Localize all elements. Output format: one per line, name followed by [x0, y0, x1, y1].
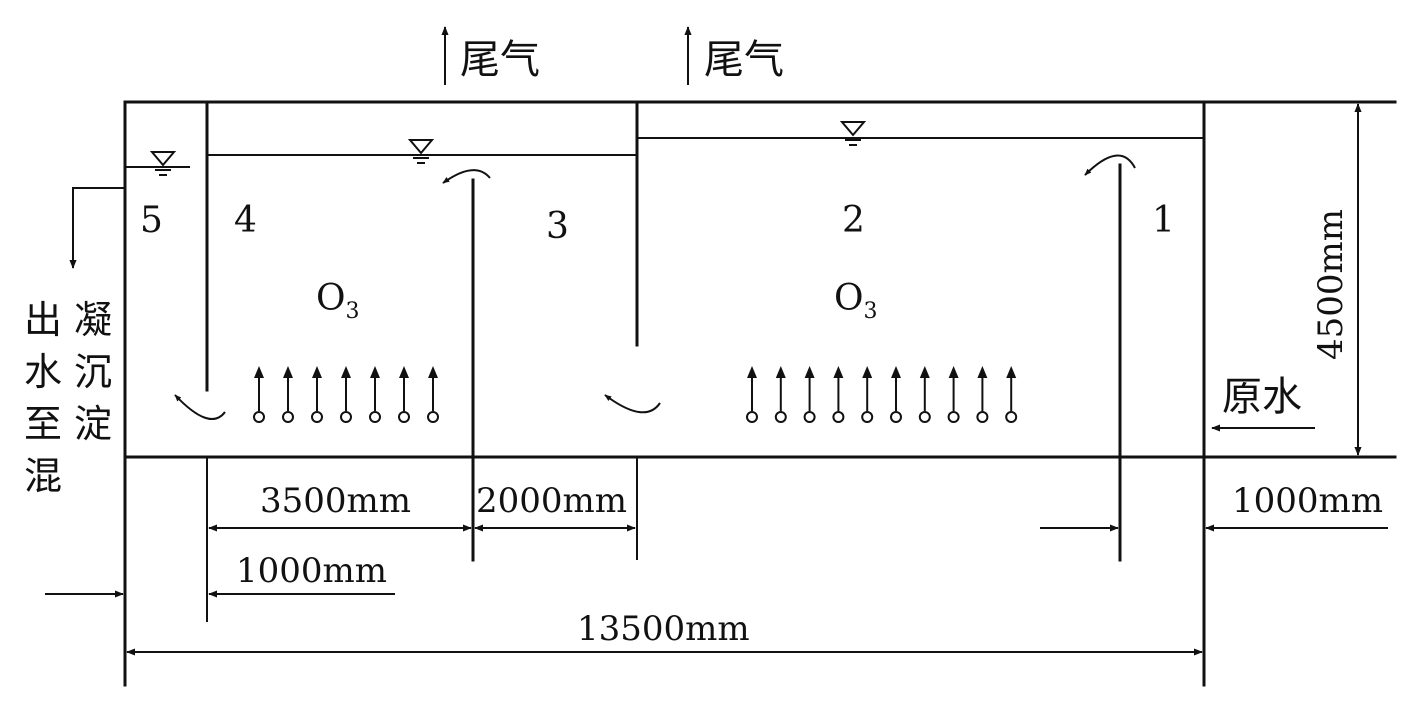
diffuser	[398, 366, 410, 423]
diffuser	[774, 366, 787, 423]
svg-text:出: 出	[24, 298, 62, 342]
ozone-label: O3	[834, 278, 878, 324]
dimension-1000-right: 1000mm	[1040, 481, 1388, 532]
svg-text:混: 混	[24, 454, 62, 498]
compartment-number: 3	[546, 206, 569, 247]
raw-water-label: 原水	[1222, 374, 1302, 420]
compartment-number: 1	[1152, 200, 1175, 241]
dimension-13500: 13500mm	[126, 609, 1203, 656]
svg-text:2000mm: 2000mm	[476, 481, 627, 521]
svg-text:凝: 凝	[74, 298, 112, 342]
compartment-number: 4	[234, 200, 257, 241]
diffuser	[976, 366, 989, 423]
baffles	[205, 100, 1122, 622]
outlet-label: 出 水 至 混 凝 沉 淀	[24, 298, 112, 498]
diffuser	[253, 366, 265, 423]
diffuser	[918, 366, 931, 423]
diffuser	[947, 366, 960, 423]
diffuser-group-left	[253, 366, 439, 423]
dimension-2000: 2000mm	[474, 481, 636, 532]
svg-text:至: 至	[24, 402, 62, 446]
water-levels	[125, 121, 1204, 176]
tank-outline	[123, 100, 1397, 687]
dimension-4500: 4500mm	[1311, 103, 1362, 456]
diffuser	[282, 366, 294, 423]
exhaust-label: 尾气	[704, 37, 784, 83]
svg-text:3500mm: 3500mm	[260, 481, 411, 521]
ozone-label: O3	[316, 278, 360, 324]
water-level-symbol	[149, 151, 177, 176]
diffuser	[1005, 366, 1018, 423]
svg-text:4500mm: 4500mm	[1311, 209, 1351, 360]
diffuser	[861, 366, 874, 423]
diffuser	[803, 366, 816, 423]
diffuser-group-right	[746, 366, 1018, 423]
flow-arrows	[174, 154, 1136, 420]
svg-text:1000mm: 1000mm	[236, 551, 387, 591]
dimension-1000-left: 1000mm	[45, 551, 395, 598]
outlet-pipe	[69, 187, 125, 269]
diffuser	[369, 366, 381, 423]
diffuser	[832, 366, 845, 423]
dimension-3500: 3500mm	[208, 481, 472, 532]
diffuser	[311, 366, 323, 423]
compartment-number: 5	[140, 200, 163, 241]
svg-text:沉: 沉	[74, 350, 112, 394]
water-level-symbol	[407, 139, 435, 164]
water-level-symbol	[839, 121, 867, 146]
svg-text:淀: 淀	[74, 402, 112, 446]
diffuser	[890, 366, 902, 423]
svg-text:1000mm: 1000mm	[1232, 481, 1383, 521]
diffuser	[340, 366, 352, 423]
exhaust-arrows	[441, 26, 692, 85]
svg-text:水: 水	[24, 350, 62, 394]
svg-text:13500mm: 13500mm	[577, 609, 750, 649]
compartment-number: 2	[842, 200, 865, 241]
exhaust-label: 尾气	[460, 37, 540, 83]
diffuser	[427, 366, 439, 423]
diffuser	[746, 366, 758, 423]
